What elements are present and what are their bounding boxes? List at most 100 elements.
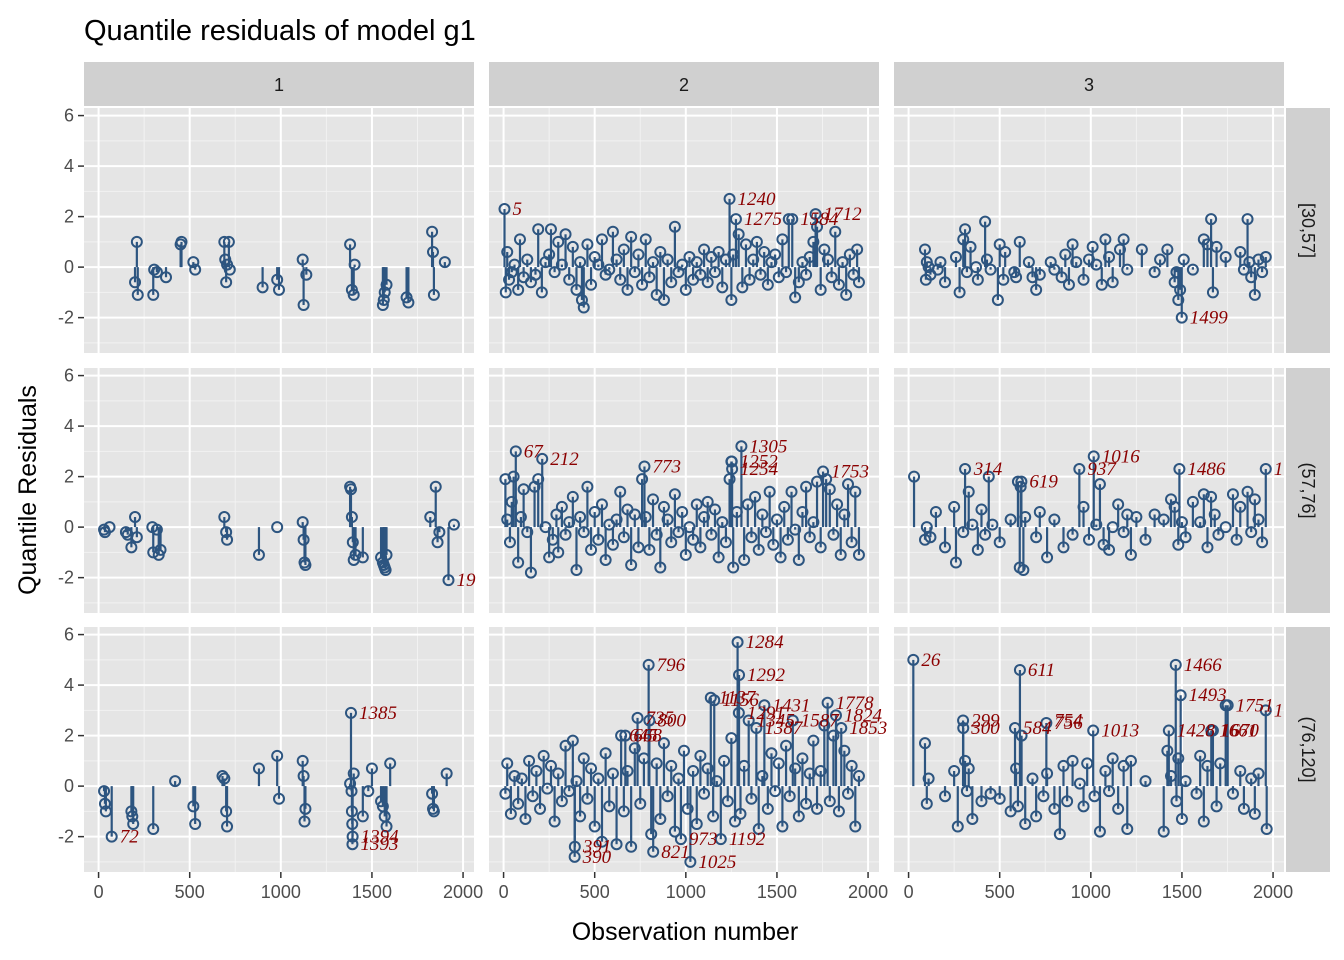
residual-point xyxy=(803,767,816,780)
residual-point xyxy=(730,505,743,518)
residual-point xyxy=(729,815,742,828)
residual-point xyxy=(971,543,984,556)
outlier-label: 1025 xyxy=(698,852,736,873)
residual-point xyxy=(1248,493,1261,506)
residual-point xyxy=(690,818,703,831)
residual-point xyxy=(1252,767,1265,780)
residual-point xyxy=(559,228,572,241)
residual-point xyxy=(218,511,231,524)
residual-point xyxy=(782,213,795,226)
residual-point xyxy=(676,258,689,271)
panel-r1-c1 xyxy=(84,108,474,353)
residual-point xyxy=(739,238,752,251)
residual-point xyxy=(614,485,627,498)
residual-point xyxy=(986,518,999,531)
outlier-label: 19 xyxy=(456,570,476,591)
residual-point xyxy=(661,253,674,266)
residual-point xyxy=(1252,513,1265,526)
residual-point xyxy=(1197,488,1210,501)
residual-point xyxy=(727,561,740,574)
residual-point xyxy=(252,548,265,561)
residual-point xyxy=(517,483,530,496)
outlier-label: 645 xyxy=(629,726,658,747)
residual-point xyxy=(807,734,820,747)
residual-point xyxy=(1175,311,1188,324)
residual-point xyxy=(1194,749,1207,762)
residual-point xyxy=(957,714,970,727)
residual-point xyxy=(501,513,514,526)
residual-point xyxy=(708,266,721,279)
panel-background xyxy=(84,108,474,353)
residual-point xyxy=(1201,541,1214,554)
panel-marks xyxy=(98,480,460,587)
residual-point xyxy=(756,770,769,783)
residual-point xyxy=(738,759,751,772)
residual-point xyxy=(818,243,831,256)
residual-point xyxy=(130,235,143,248)
residual-point xyxy=(1093,478,1106,491)
residual-point xyxy=(725,455,738,468)
panel-marks xyxy=(918,213,1272,324)
x-tick-label: 2000 xyxy=(1253,882,1293,902)
residual-point xyxy=(1241,485,1254,498)
col-strip-label: 2 xyxy=(679,75,689,95)
y-tick-label: 2 xyxy=(64,467,74,487)
residual-point xyxy=(125,541,138,554)
residual-point xyxy=(376,299,389,312)
residual-point xyxy=(548,815,561,828)
residual-point xyxy=(1030,810,1043,823)
residual-point xyxy=(665,536,678,549)
residual-point xyxy=(1019,818,1032,831)
y-tick-label: 6 xyxy=(64,366,74,386)
residual-point xyxy=(698,243,711,256)
residual-point xyxy=(150,523,163,536)
outlier-label: 1853 xyxy=(849,718,887,739)
residual-point xyxy=(1113,243,1126,256)
residual-point xyxy=(838,744,851,757)
residual-point xyxy=(1048,513,1061,526)
residual-point xyxy=(103,521,116,534)
residual-point xyxy=(300,268,313,281)
residual-point xyxy=(570,775,583,788)
residual-point xyxy=(1019,511,1032,524)
residual-point xyxy=(1087,450,1100,463)
residual-point xyxy=(718,754,731,767)
residual-point xyxy=(1010,271,1023,284)
residual-point xyxy=(687,533,700,546)
residual-point xyxy=(949,556,962,569)
residual-point xyxy=(347,288,360,301)
residual-point xyxy=(348,258,361,271)
residual-point xyxy=(508,770,521,783)
outlier-label: 937 xyxy=(1087,459,1117,480)
residual-point xyxy=(539,521,552,534)
outlier-label: 1254 xyxy=(740,459,779,480)
residual-point xyxy=(690,256,703,269)
residual-point xyxy=(712,551,725,564)
residual-point xyxy=(1230,533,1243,546)
residual-point xyxy=(1179,531,1192,544)
residual-point xyxy=(786,213,799,226)
residual-point xyxy=(512,283,525,296)
residual-point xyxy=(577,301,590,314)
outlier-label: 1587 xyxy=(801,710,841,731)
residual-point xyxy=(1030,531,1043,544)
residual-point xyxy=(619,729,632,742)
residual-point xyxy=(725,293,738,306)
residual-point xyxy=(504,807,517,820)
residual-point xyxy=(621,283,634,296)
residual-point xyxy=(1030,283,1043,296)
residual-point xyxy=(800,268,813,281)
residual-point xyxy=(1248,288,1261,301)
chart-title: Quantile residuals of model g1 xyxy=(84,15,476,47)
residual-point xyxy=(1048,802,1061,815)
residual-point xyxy=(934,256,947,269)
outlier-label: 1466 xyxy=(1184,655,1223,676)
x-tick-label: 0 xyxy=(499,882,509,902)
residual-point xyxy=(595,233,608,246)
residual-point xyxy=(1173,463,1186,476)
residual-point xyxy=(552,767,565,780)
panel-r2-c1: 19 xyxy=(84,368,476,613)
residual-point xyxy=(625,840,638,853)
residual-point xyxy=(384,757,397,770)
